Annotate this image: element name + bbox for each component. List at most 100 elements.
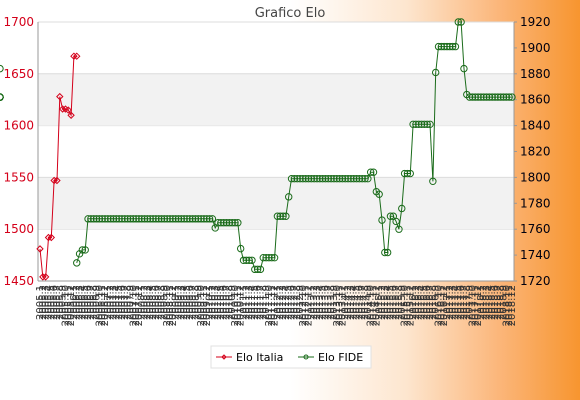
y-left-tick-label: 1500 bbox=[3, 222, 34, 236]
x-tick-label: 2005.3 bbox=[41, 285, 52, 320]
data-point-elo-fide bbox=[104, 215, 112, 223]
data-point-elo-fide bbox=[126, 215, 135, 223]
x-tick-label: 2018.5 bbox=[487, 285, 498, 320]
data-point-elo-fide bbox=[352, 174, 361, 183]
data-point-elo-italia bbox=[39, 273, 47, 281]
x-tick-label: 2008.3 bbox=[142, 285, 153, 320]
x-tick-label: 2015.7 bbox=[391, 285, 402, 320]
x-tick-label: 2016.3 bbox=[414, 285, 425, 320]
data-point-elo-fide bbox=[437, 42, 446, 51]
x-tick-label: 2008.6 bbox=[151, 285, 162, 320]
data-point-elo-fide bbox=[465, 93, 474, 101]
x-tick-label: 2005.7 bbox=[52, 285, 63, 320]
x-tick-label: 2018.8 bbox=[496, 285, 507, 320]
data-point-elo-fide bbox=[375, 190, 383, 198]
x-tick-label: 2015.3 bbox=[380, 285, 391, 320]
data-point-elo-fide bbox=[279, 212, 287, 220]
data-point-elo-fide bbox=[488, 93, 496, 101]
x-tick-label: 2009.9 bbox=[193, 285, 204, 320]
x-tick-label: 2006.9 bbox=[92, 285, 103, 320]
data-point-elo-fide bbox=[443, 42, 451, 51]
x-tick-label: 2013.8 bbox=[326, 285, 337, 320]
x-tick-label: 2016.5 bbox=[419, 285, 430, 320]
data-point-elo-fide bbox=[330, 174, 338, 183]
data-point-elo-fide bbox=[491, 93, 499, 101]
x-tick-label: 2015.11 bbox=[402, 285, 413, 326]
x-tick-label: 2011.12 bbox=[270, 285, 281, 326]
x-tick-label: 2016.4 bbox=[417, 285, 428, 320]
x-tick-label: 2008.2 bbox=[140, 285, 151, 320]
x-tick-label: 2014.1 bbox=[340, 285, 351, 320]
x-tick-label: 2011.6 bbox=[253, 285, 264, 320]
x-tick-label: 2017.11 bbox=[470, 285, 481, 326]
data-point-elo-fide bbox=[166, 215, 174, 223]
data-point-elo-fide bbox=[448, 42, 457, 51]
x-tick-label: 2009.5 bbox=[182, 285, 193, 320]
data-point-elo-fide bbox=[335, 174, 344, 183]
x-tick-label: 2011.10 bbox=[264, 285, 275, 326]
x-tick-label: 2008.10 bbox=[162, 285, 173, 326]
data-point-elo-fide bbox=[290, 174, 299, 183]
data-point-elo-fide bbox=[494, 93, 502, 101]
x-tick-label: 2007.1 bbox=[103, 285, 114, 320]
data-point-elo-fide bbox=[429, 177, 437, 185]
x-tick-label: 2011.11 bbox=[267, 285, 278, 326]
data-point-elo-fide bbox=[203, 215, 211, 223]
data-point-elo-fide bbox=[106, 215, 115, 223]
y-right-tick-label: 1900 bbox=[520, 41, 551, 55]
x-tick-label: 2014.6 bbox=[354, 285, 365, 320]
x-tick-label: 2015.5 bbox=[385, 285, 396, 320]
data-point-elo-fide bbox=[248, 256, 256, 264]
x-tick-label: 2013.1 bbox=[306, 285, 317, 320]
x-tick-label: 2005.12 bbox=[66, 285, 77, 326]
data-point-elo-fide bbox=[146, 215, 154, 223]
x-tick-label: 2012.3 bbox=[278, 285, 289, 320]
y-right-tick-label: 1860 bbox=[520, 93, 551, 107]
y-right-tick-label: 1880 bbox=[520, 67, 551, 81]
data-point-elo-fide bbox=[174, 215, 183, 223]
data-point-elo-italia bbox=[73, 52, 81, 60]
y-right-tick-label: 1760 bbox=[520, 222, 551, 236]
x-tick-label: 2005.6 bbox=[49, 285, 60, 320]
x-tick-label: 2009.11 bbox=[199, 285, 210, 326]
x-tick-label: 2005.9 bbox=[58, 285, 69, 320]
data-point-elo-fide bbox=[338, 174, 347, 183]
x-tick-label: 2010.9 bbox=[227, 285, 238, 320]
x-tick-label: 2013.10 bbox=[332, 285, 343, 326]
data-point-elo-fide bbox=[180, 215, 188, 223]
x-tick-label: 2016.12 bbox=[439, 285, 450, 326]
data-point-elo-fide bbox=[440, 42, 448, 51]
data-point-elo-fide bbox=[194, 215, 202, 223]
series-line-elo-italia bbox=[39, 55, 77, 278]
x-tick-label: 2008.9 bbox=[159, 285, 170, 320]
grid-band bbox=[38, 73, 514, 126]
data-point-elo-fide bbox=[434, 42, 443, 51]
data-point-elo-fide bbox=[177, 215, 186, 223]
x-tick-label: 2011.9 bbox=[261, 285, 272, 320]
x-tick-label: 2010.3 bbox=[210, 285, 221, 320]
data-point-elo-fide bbox=[386, 212, 395, 220]
x-tick-label: 2007.11 bbox=[131, 285, 142, 326]
x-tick-label: 2007.5 bbox=[114, 285, 125, 320]
data-point-elo-fide bbox=[287, 174, 296, 183]
x-tick-label: 2011.7 bbox=[255, 285, 266, 320]
data-point-elo-fide bbox=[90, 215, 98, 223]
data-point-elo-italia bbox=[64, 106, 72, 114]
x-tick-label: 2006.7 bbox=[86, 285, 97, 320]
x-tick-label: 2018.11 bbox=[504, 285, 515, 326]
x-tick-label: 2016.7 bbox=[425, 285, 436, 320]
x-tick-label: 2013.7 bbox=[323, 285, 334, 320]
legend-marker-elo-italia-point bbox=[221, 354, 227, 360]
data-point-elo-fide bbox=[293, 174, 301, 183]
data-point-elo-fide bbox=[282, 212, 290, 220]
data-point-elo-fide bbox=[135, 215, 143, 223]
x-tick-label: 2009.2 bbox=[173, 285, 184, 320]
data-point-elo-fide bbox=[220, 219, 228, 227]
data-point-elo-fide bbox=[200, 215, 208, 223]
x-tick-label: 2005.4 bbox=[43, 285, 54, 320]
data-point-elo-fide bbox=[256, 265, 265, 274]
data-point-elo-fide bbox=[81, 246, 89, 254]
data-point-elo-fide bbox=[364, 174, 372, 183]
data-point-elo-fide bbox=[205, 215, 214, 223]
